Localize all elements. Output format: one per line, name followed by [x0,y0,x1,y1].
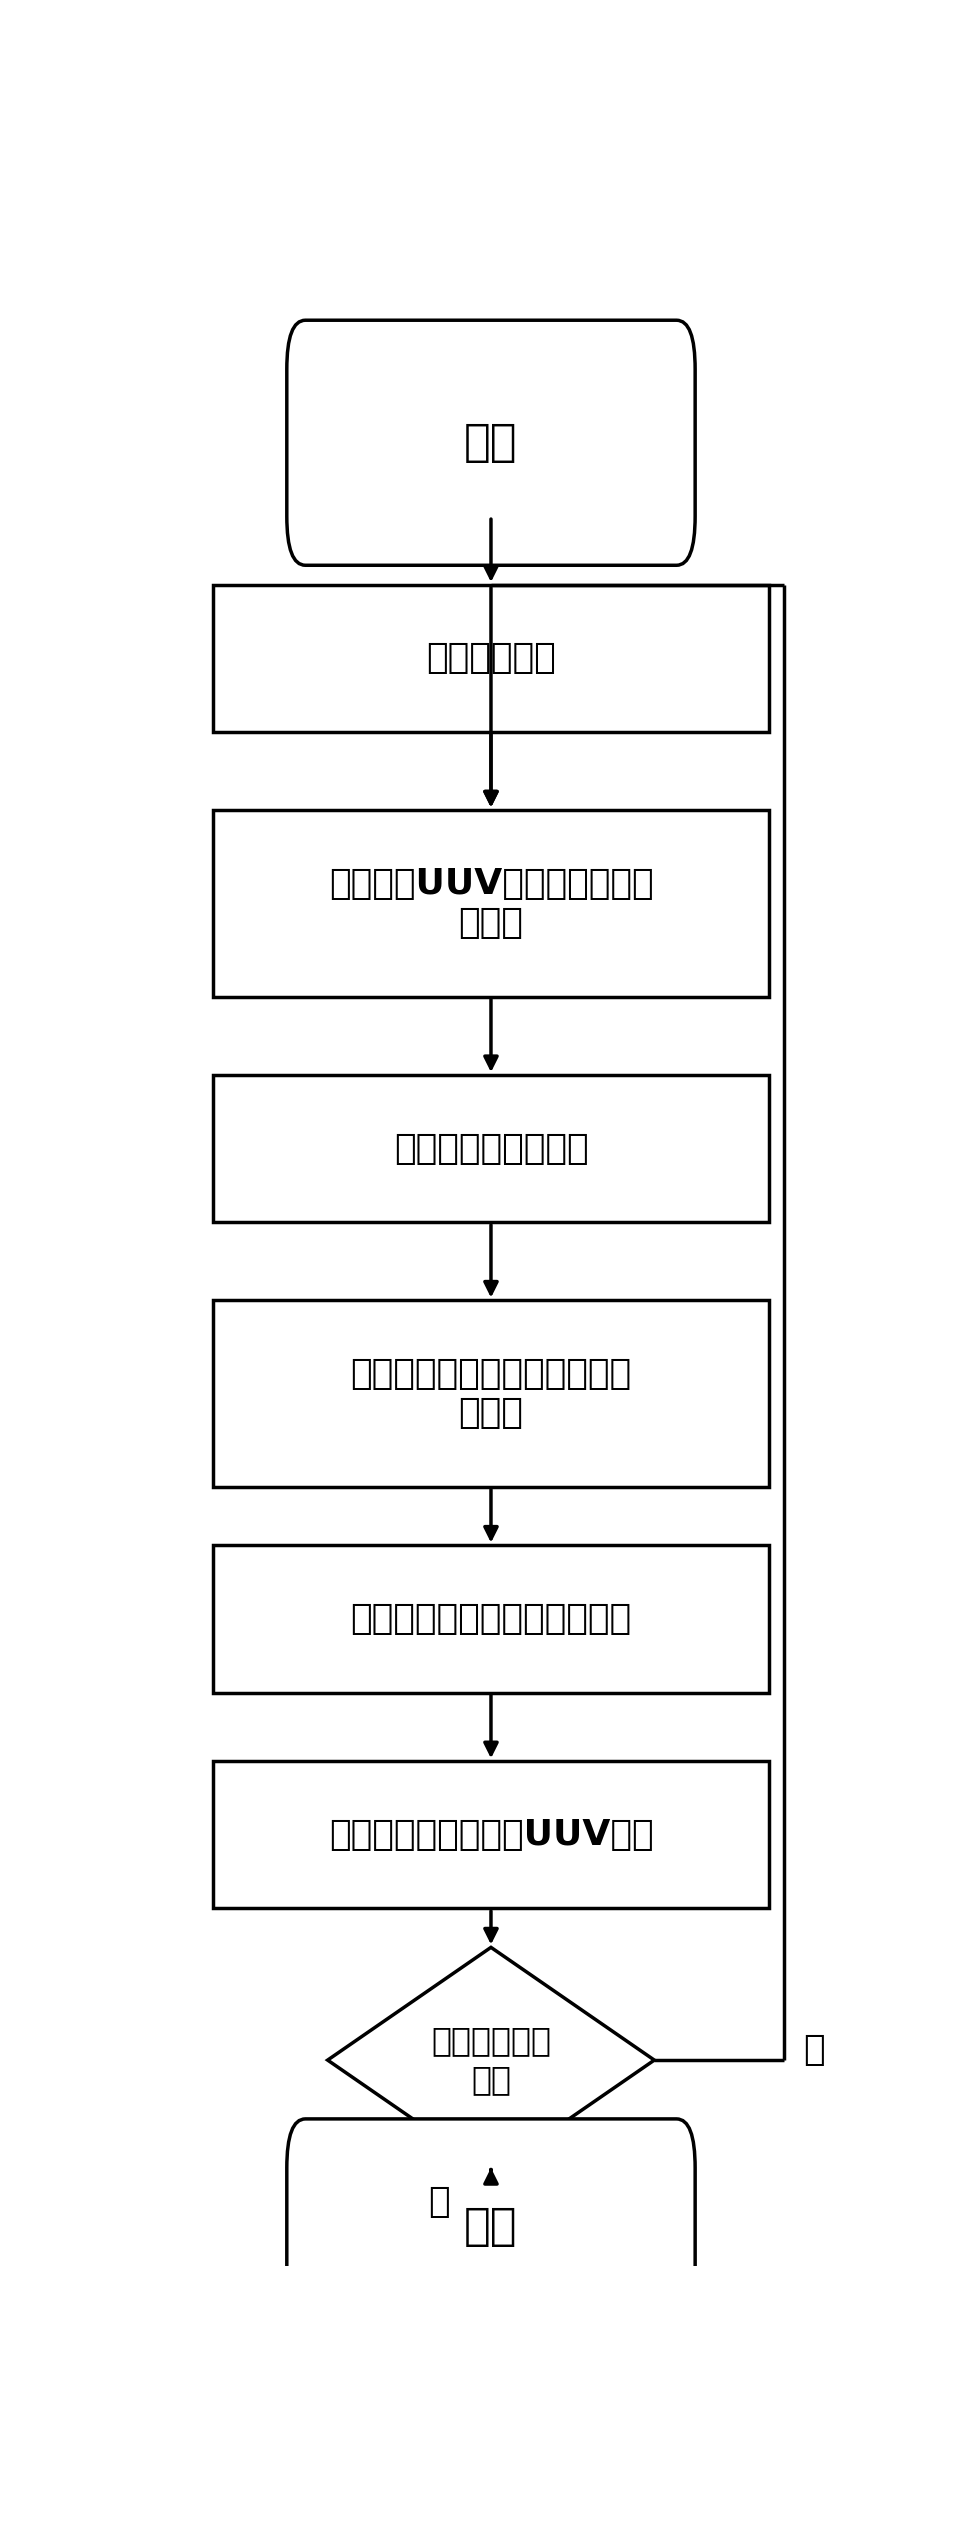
Text: 否: 否 [803,2034,825,2067]
Text: 判断任务是否
完成: 判断任务是否 完成 [431,2024,551,2095]
Text: 准备: 准备 [465,420,517,463]
Text: 获取当前UUV位置、姿态、速
度信息: 获取当前UUV位置、姿态、速 度信息 [329,866,653,939]
Polygon shape [328,1948,654,2172]
Text: 是: 是 [428,2184,450,2220]
Bar [213,1762,769,1907]
Text: 计算出轨迹跟踪误差: 计算出轨迹跟踪误差 [394,1130,588,1166]
Bar [213,1545,769,1693]
Bar [213,586,769,731]
Text: 计算积分时滞滑模跟踪控制律: 计算积分时滞滑模跟踪控制律 [351,1601,631,1637]
FancyBboxPatch shape [286,321,696,565]
Bar [213,1074,769,1222]
Text: 利用滑模控制跟踪任务镇定跟
踪误差: 利用滑模控制跟踪任务镇定跟 踪误差 [351,1357,631,1431]
Bar [213,1301,769,1487]
Text: 跟踪任务开始: 跟踪任务开始 [426,642,556,675]
FancyBboxPatch shape [286,2118,696,2335]
Bar [213,810,769,995]
Text: 将控制律通入建立的UUV模型: 将控制律通入建立的UUV模型 [329,1818,653,1851]
Text: 结束: 结束 [465,2205,517,2248]
